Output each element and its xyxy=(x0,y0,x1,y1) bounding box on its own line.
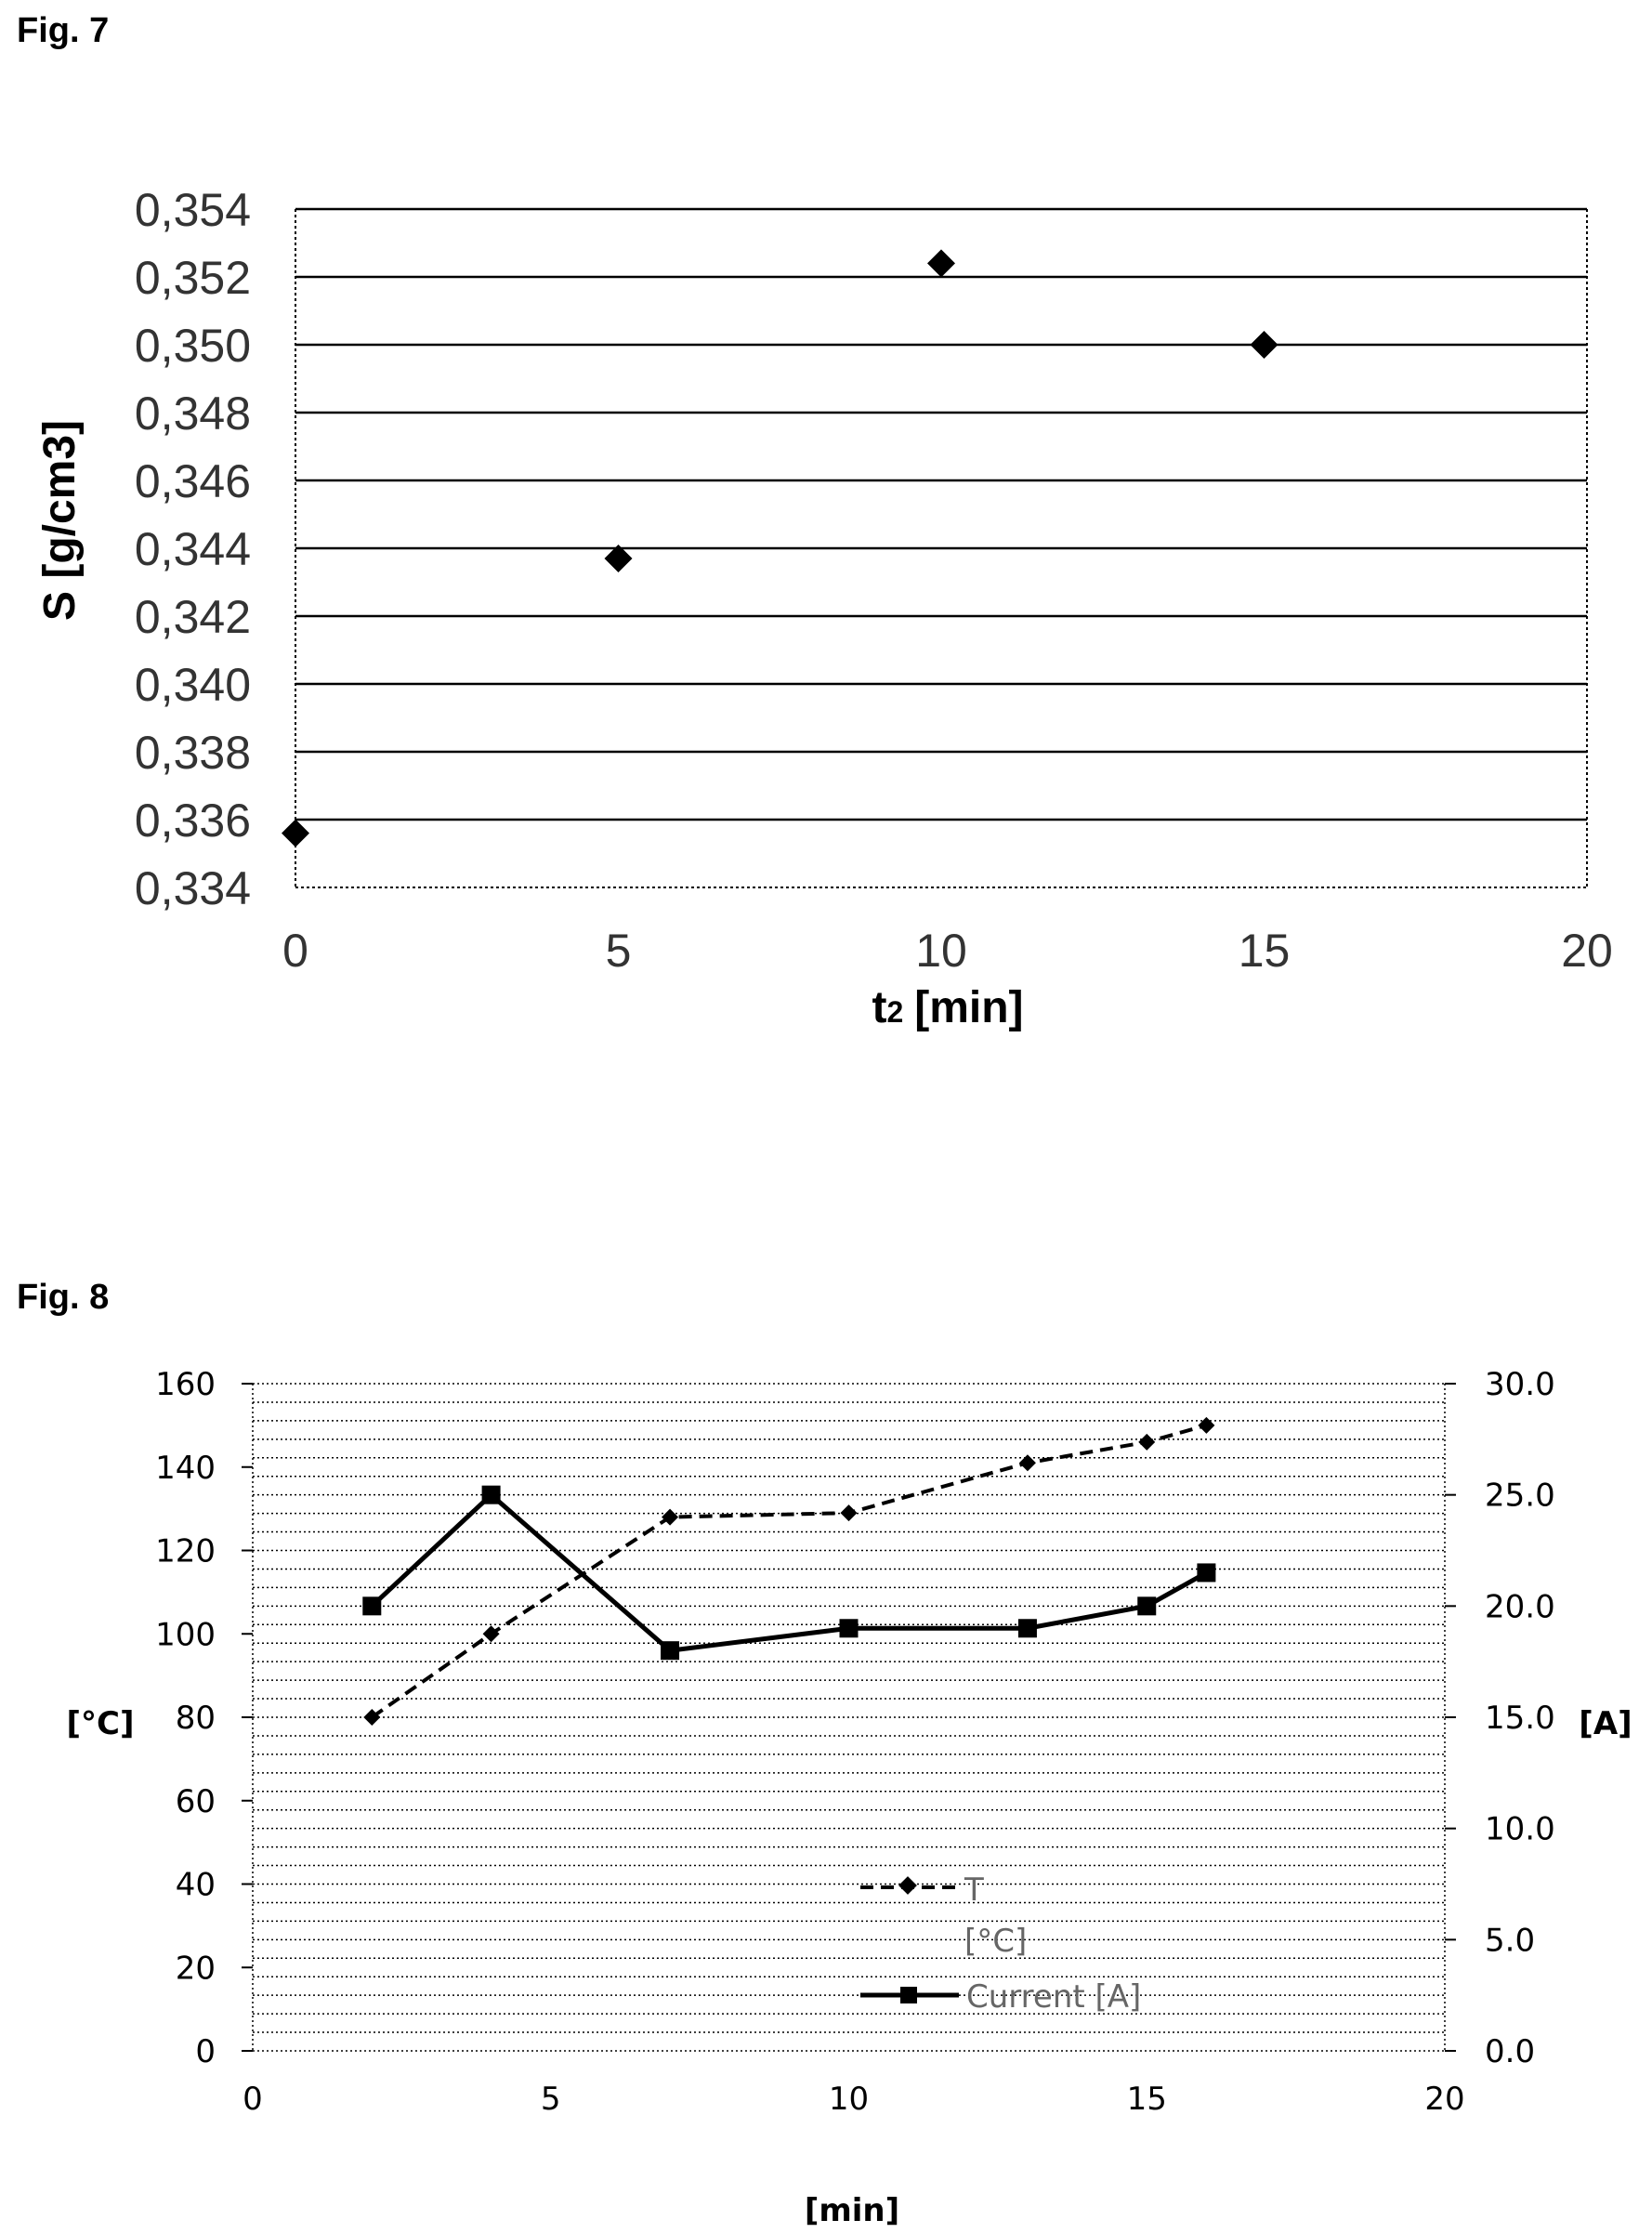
fig8-right-tick-label: 25.0 xyxy=(1485,1478,1555,1515)
fig8-t-point xyxy=(1018,1454,1036,1472)
fig8-current-point xyxy=(661,1641,680,1661)
fig8-left-axis-label: [°C] xyxy=(66,1705,134,1742)
legend-t-unit: [°C] xyxy=(964,1923,1027,1960)
fig8-t-point xyxy=(662,1508,679,1526)
fig8-label: Fig. 8 xyxy=(17,1278,110,1317)
fig8-legend: T [°C] Current [A] xyxy=(860,1872,1141,2016)
fig8-left-tick-label: 140 xyxy=(155,1450,216,1487)
fig7-x-tick-label: 0 xyxy=(282,925,308,977)
fig7-y-tick-label: 0,350 xyxy=(135,320,251,372)
fig8-series-current-line xyxy=(370,1491,1208,1653)
fig7-points xyxy=(282,249,1278,847)
fig7-y-tick-label: 0,338 xyxy=(135,727,251,779)
fig7-data-point xyxy=(282,819,309,847)
fig7-x-axis-label-unit: [min] xyxy=(914,983,1023,1032)
fig8-t-point xyxy=(482,1625,500,1643)
fig7-x-tick-label: 10 xyxy=(915,925,967,977)
fig8-current-point xyxy=(1137,1596,1157,1616)
fig8-current-point xyxy=(839,1619,859,1638)
fig7-y-tick-label: 0,342 xyxy=(135,591,251,643)
fig8-left-tick-label: 100 xyxy=(155,1616,216,1653)
legend-t-label: T xyxy=(964,1872,984,1909)
fig8-t-point xyxy=(1138,1433,1156,1451)
fig8-t-point xyxy=(840,1504,858,1522)
fig7-x-axis-label-main: t xyxy=(872,983,886,1032)
fig8-t-point xyxy=(1198,1416,1215,1434)
fig7-y-tick-label: 0,340 xyxy=(135,659,251,711)
fig8-left-tick-labels: 0 20 40 60 80 100 120 140 160 xyxy=(155,1366,216,2070)
fig8-current-point xyxy=(1017,1619,1037,1638)
fig8-x-tick-label: 5 xyxy=(541,2081,561,2118)
fig8-right-tick-label: 20.0 xyxy=(1485,1588,1555,1625)
fig7-y-tick-labels: 0,334 0,336 0,338 0,340 0,342 0,344 0,346 0,348… xyxy=(135,184,251,914)
fig7-chart: 0,334 0,336 0,338 0,340 0,342 0,344 0,346 0,348… xyxy=(35,184,1613,1032)
fig8-x-tick-label: 20 xyxy=(1424,2081,1464,2118)
fig7-y-tick-label: 0,352 xyxy=(135,252,251,304)
fig8-t-point xyxy=(363,1709,381,1726)
fig8-right-tick-label: 5.0 xyxy=(1485,1922,1535,1959)
fig8-left-tick-label: 20 xyxy=(176,1950,216,1987)
fig8-x-tick-label: 10 xyxy=(829,2081,869,2118)
fig8-right-tick-label: 15.0 xyxy=(1485,1700,1555,1737)
fig7-data-point xyxy=(1250,331,1278,359)
fig8-series-t-line xyxy=(371,1423,1207,1719)
fig8-x-tick-labels: 0 5 10 15 20 xyxy=(243,2081,1464,2118)
fig7-y-tick-label: 0,348 xyxy=(135,387,251,440)
fig8-right-tick-labels: 0.0 5.0 10.0 15.0 20.0 25.0 30.0 xyxy=(1485,1366,1555,2070)
fig8-left-tick-label: 0 xyxy=(195,2033,216,2070)
legend-current-label: Current [A] xyxy=(966,1978,1141,2016)
fig8-left-tick-label: 160 xyxy=(155,1366,216,1403)
fig8-x-tick-label: 15 xyxy=(1127,2081,1167,2118)
fig7-x-tick-label: 20 xyxy=(1561,925,1613,977)
fig7-y-tick-label: 0,354 xyxy=(135,184,251,236)
fig8-series xyxy=(362,1416,1216,1726)
fig8-current-point xyxy=(1197,1563,1216,1583)
fig7-y-tick-label: 0,346 xyxy=(135,455,251,507)
fig7-y-tick-label: 0,334 xyxy=(135,862,251,914)
fig7-x-axis-label-sub: 2 xyxy=(886,995,903,1029)
fig8-right-tick-label: 0.0 xyxy=(1485,2033,1535,2070)
fig8-right-tick-label: 30.0 xyxy=(1485,1366,1555,1403)
fig7-gridlines xyxy=(295,207,1588,888)
legend-t-marker xyxy=(898,1876,917,1895)
fig8-left-tick-label: 120 xyxy=(155,1533,216,1570)
fig8-x-axis-label: [min] xyxy=(805,2192,899,2229)
fig7-x-tick-labels: 0 5 10 15 20 xyxy=(282,925,1613,977)
fig8-left-tick-label: 40 xyxy=(176,1867,216,1904)
fig7-label: Fig. 7 xyxy=(17,11,110,50)
fig7-y-axis-label: S [g/cm3] xyxy=(35,420,85,621)
fig8-left-tick-label: 60 xyxy=(176,1783,216,1820)
fig7-x-axis-label: t2 [min] xyxy=(872,983,1023,1032)
fig8-right-axis-label: [A] xyxy=(1579,1705,1632,1742)
fig8-current-point xyxy=(362,1596,382,1616)
fig7-x-tick-label: 5 xyxy=(606,925,632,977)
fig8-gridlines xyxy=(242,1383,1456,2052)
fig8-right-tick-label: 10.0 xyxy=(1485,1811,1555,1848)
fig7-data-point xyxy=(604,544,633,572)
fig8-x-tick-label: 0 xyxy=(243,2081,263,2118)
fig7-data-point xyxy=(927,249,955,278)
legend-current-marker xyxy=(900,1987,917,2003)
fig7-y-tick-label: 0,336 xyxy=(135,795,251,847)
fig7-x-tick-label: 15 xyxy=(1239,925,1291,977)
fig7-y-tick-label: 0,344 xyxy=(135,523,251,575)
fig8-current-point xyxy=(481,1485,501,1504)
fig8-left-tick-label: 80 xyxy=(176,1700,216,1737)
